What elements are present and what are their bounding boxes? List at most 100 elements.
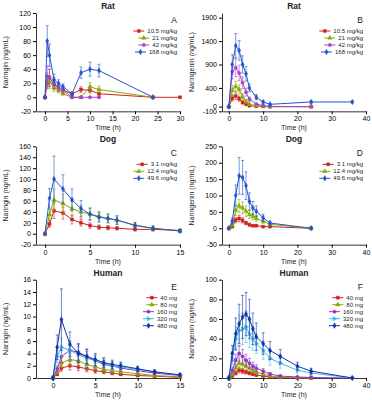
y-tick: 900 [205,61,222,68]
panel: 010203040-50050100150200250DogTime (h)Na… [188,134,370,265]
legend-label: 160 mg [343,309,363,315]
x-tick-mark [332,378,333,381]
error-bar [152,226,155,230]
data-point [241,370,244,373]
y-tick: 40 [23,66,36,73]
data-point [97,68,100,74]
y-tick: 80 [209,296,222,303]
error-bar [269,342,272,360]
error-bar [255,365,258,372]
data-point [151,94,154,100]
x-tick-mark [135,245,136,248]
data-point [77,351,80,357]
x-tick: 10 [134,378,142,389]
data-point [251,365,254,368]
x-axis-title: Time (h) [95,391,121,399]
x-tick-mark [45,111,46,114]
data-point [98,226,101,229]
data-point [80,221,83,224]
y-tick-mark [33,378,36,379]
data-point [153,369,156,375]
data-point [255,224,258,227]
legend-marker [147,316,151,321]
legend-label: 10.5 mg/kg [333,28,363,34]
error-bar [94,353,97,365]
error-bar [134,223,137,228]
y-axis-line [222,280,223,378]
series-line [53,350,180,378]
error-bar [310,377,313,378]
data-point [241,355,244,358]
legend-label: 320 mg [343,316,363,322]
panel-label: F [358,282,363,292]
panel-label: E [171,282,177,292]
error-bar [241,56,244,73]
data-point [241,62,244,68]
data-point [238,321,241,327]
data-point [228,376,232,381]
data-point [262,341,265,347]
error-bar [98,225,101,229]
error-bar [56,366,59,372]
x-tick-label: 5 [66,115,70,122]
data-point [310,368,313,374]
y-tick-mark [219,280,222,281]
data-point [52,376,56,381]
legend-swatch [319,31,330,32]
error-bar [255,323,258,351]
y-tick-label: 0 [213,375,217,382]
series-line [53,320,180,378]
y-tick-mark [33,292,36,293]
series [227,199,314,229]
error-bar [107,226,110,230]
error-bar [62,175,65,203]
x-tick-label: 0 [227,115,231,122]
error-bar [89,208,92,220]
x-tick-label: 10 [87,115,95,122]
y-tick: 0 [213,103,222,110]
series-line [45,76,99,97]
data-point [240,94,245,98]
legend-item: 480 mg [143,323,177,329]
y-tick-mark [219,41,222,42]
legend-item: 10.5 mg/kg [319,28,363,34]
y-tick-mark [219,65,222,66]
error-bar [241,369,244,374]
y-tick: 60 [23,198,36,205]
y-axis-title: Naringenin (ng/mL) [188,32,196,92]
error-bar [238,215,241,222]
data-point [248,97,251,100]
x-tick-mark [297,111,298,114]
series-line [53,347,180,378]
y-axis-title: Naringenin (ng/mL) [188,299,196,359]
data-point [79,70,82,76]
y-tick-mark [219,18,222,19]
y-tick-mark [219,358,222,359]
error-bar [231,346,234,362]
y-tick-label: 20 [23,220,31,227]
legend-label: 40 mg [160,295,177,301]
plot-area [43,26,182,100]
error-bar [98,212,101,222]
data-point [55,367,58,370]
y-tick-mark [219,245,222,246]
y-axis: 020406080100 [205,276,222,381]
error-bar [234,59,237,77]
error-bar [238,346,241,362]
y-tick: 0 [27,375,36,382]
y-axis-line [36,280,37,378]
data-point [97,96,100,99]
error-bar [89,62,92,76]
legend-item: 168 mg/kg [321,49,363,55]
data-point [234,359,237,362]
data-point [69,348,73,353]
data-point [255,366,258,369]
y-tick: 100 [205,276,222,283]
error-bar [248,358,251,368]
x-tick-mark [68,111,69,114]
y-tick: -50 [207,241,222,248]
y-tick: 0 [213,375,222,382]
y-tick-label: 900 [205,61,217,68]
error-bar [234,217,237,222]
legend-item: 10.5 mg/kg [133,28,177,34]
